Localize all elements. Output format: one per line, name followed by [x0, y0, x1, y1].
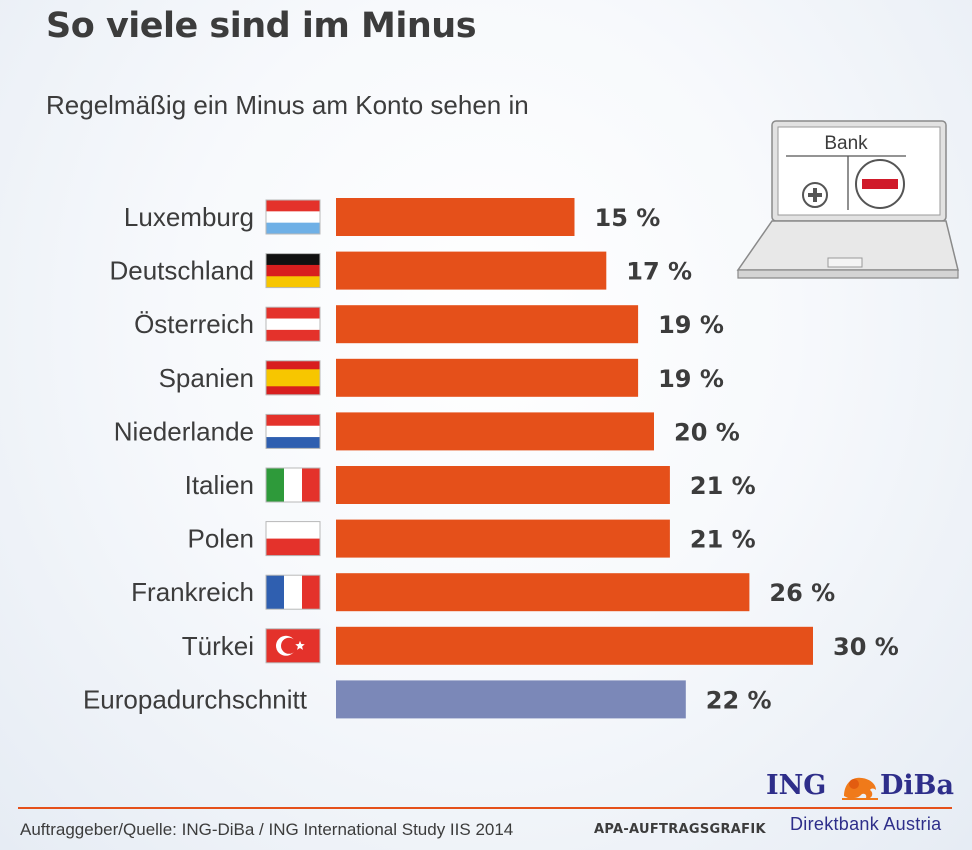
- category-label: Italien: [185, 470, 254, 500]
- poland-flag: [265, 521, 321, 557]
- netherlands-flag: [265, 413, 321, 449]
- value-label: 21 %: [690, 472, 756, 500]
- bar-frankreich: [336, 573, 750, 612]
- category-label: Niederlande: [114, 416, 254, 446]
- chart-title: So viele sind im Minus: [46, 6, 477, 46]
- value-label: 15 %: [595, 204, 661, 232]
- value-label: 17 %: [626, 258, 692, 286]
- brand-tagline: Direktbank Austria: [790, 814, 942, 834]
- austria-flag: [265, 306, 321, 342]
- value-label: 19 %: [658, 365, 724, 393]
- lion-icon: [842, 777, 878, 800]
- bar-spanien: [336, 358, 639, 397]
- source-note: Auftraggeber/Quelle: ING-DiBa / ING Inte…: [20, 820, 514, 839]
- bar-italien: [336, 466, 670, 504]
- category-label: Österreich: [134, 309, 254, 339]
- category-label: Deutschland: [109, 256, 254, 286]
- bar-polen: [336, 519, 670, 558]
- luxembourg-flag: [265, 199, 321, 235]
- bar-türkei: [336, 626, 813, 665]
- value-label: 19 %: [658, 311, 724, 339]
- laptop-label: Bank: [824, 133, 868, 154]
- italy-flag: [265, 467, 321, 503]
- category-label: Türkei: [182, 631, 254, 661]
- bar-deutschland: [336, 251, 607, 290]
- turkey-flag: [265, 628, 321, 664]
- category-label: Polen: [188, 524, 255, 554]
- value-label: 30 %: [833, 633, 899, 661]
- bar-österreich: [336, 305, 639, 344]
- value-label: 20 %: [674, 418, 740, 446]
- spain-flag: [265, 360, 321, 396]
- value-label: 26 %: [769, 579, 835, 607]
- bar-niederlande: [336, 412, 654, 451]
- brand-left: ING: [766, 770, 827, 801]
- footer-divider: [18, 807, 952, 809]
- france-flag: [265, 574, 321, 610]
- category-label: Europadurchschnitt: [83, 684, 308, 714]
- brand-right: DiBa: [880, 770, 954, 801]
- ing-diba-logo: ING DiBa: [760, 770, 956, 804]
- value-label: 21 %: [690, 526, 756, 554]
- chart-subtitle: Regelmäßig ein Minus am Konto sehen in: [46, 90, 529, 120]
- credit-label: APA-AUFTRAGSGRAFIK: [594, 822, 766, 837]
- category-label: Luxemburg: [124, 202, 254, 232]
- category-label: Frankreich: [131, 577, 254, 607]
- bar-europadurchschnitt: [336, 680, 686, 719]
- bar-luxemburg: [336, 198, 575, 236]
- plus-icon: [802, 182, 828, 208]
- laptop-bank-icon: Bank: [736, 120, 959, 279]
- minus-icon: [855, 159, 905, 209]
- category-label: Spanien: [159, 363, 254, 393]
- germany-flag: [265, 253, 321, 289]
- value-label: 22 %: [706, 686, 772, 714]
